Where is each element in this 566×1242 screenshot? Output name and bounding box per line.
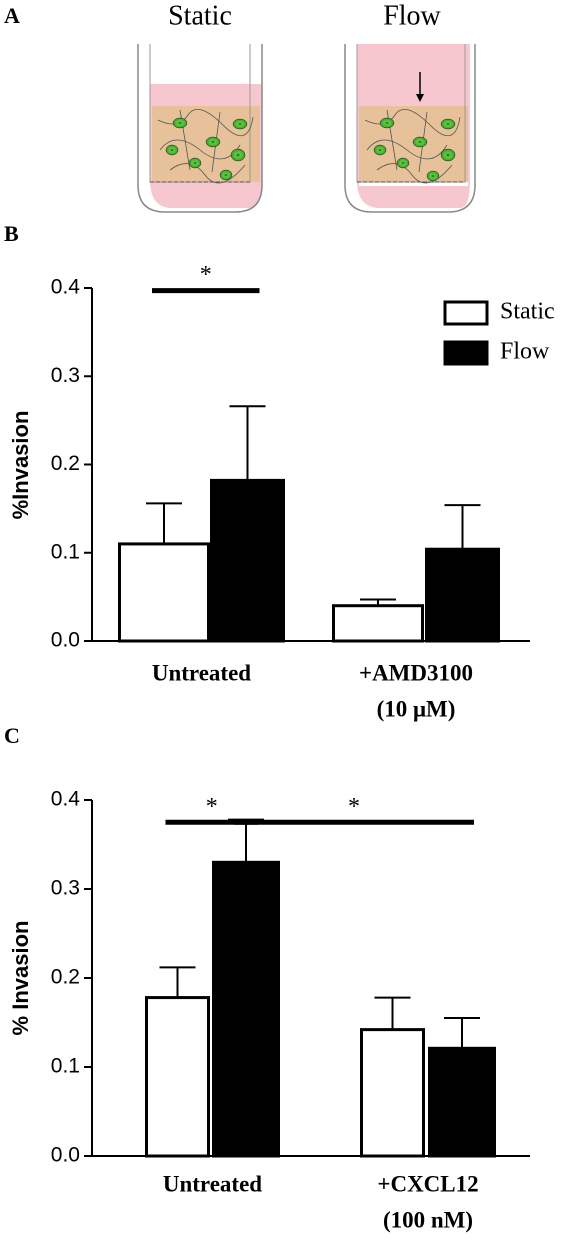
legend-label: Flow xyxy=(500,339,550,365)
bar xyxy=(212,860,280,1158)
panel-label: C xyxy=(4,723,20,748)
diagram-label: Static xyxy=(168,0,232,31)
significance-label: * xyxy=(206,794,218,820)
y-tick-label: 0.3 xyxy=(51,364,80,387)
y-tick-label: 0.4 xyxy=(51,788,81,811)
legend-swatch xyxy=(443,300,489,326)
bar xyxy=(428,1046,496,1158)
x-tick-label: Untreated xyxy=(163,1171,262,1196)
significance-label: * xyxy=(200,262,212,288)
bar xyxy=(118,542,210,643)
y-tick-label: 0.1 xyxy=(51,1055,80,1078)
bar xyxy=(425,547,500,643)
y-tick-label: 0.4 xyxy=(51,276,81,299)
x-tick-label: +CXCL12 xyxy=(377,1171,478,1196)
x-tick-sublabel: (100 nM) xyxy=(383,1207,473,1232)
bar xyxy=(145,996,210,1158)
x-tick-label: +AMD3100 xyxy=(359,660,473,685)
bar xyxy=(332,604,424,643)
y-tick-label: 0.0 xyxy=(51,1144,80,1167)
x-tick-label: Untreated xyxy=(152,660,251,685)
y-tick-label: 0.1 xyxy=(51,540,80,563)
y-axis-label: % Invasion xyxy=(8,921,33,1036)
x-tick-sublabel: (10 μM) xyxy=(377,696,456,721)
y-tick-label: 0.0 xyxy=(51,629,80,652)
static-well xyxy=(137,44,263,213)
y-tick-label: 0.2 xyxy=(51,966,80,989)
legend-label: Static xyxy=(500,299,555,325)
significance-label: * xyxy=(348,794,360,820)
y-axis-label: %Invasion xyxy=(8,411,33,520)
y-tick-label: 0.3 xyxy=(51,877,80,900)
bar xyxy=(360,1028,425,1158)
flow-well xyxy=(344,44,476,213)
legend-swatch xyxy=(443,340,489,366)
y-tick-label: 0.2 xyxy=(51,452,80,475)
diagram-label: Flow xyxy=(383,0,441,31)
panel-label: B xyxy=(4,221,19,246)
bar xyxy=(210,478,285,643)
panel-label: A xyxy=(4,3,20,28)
